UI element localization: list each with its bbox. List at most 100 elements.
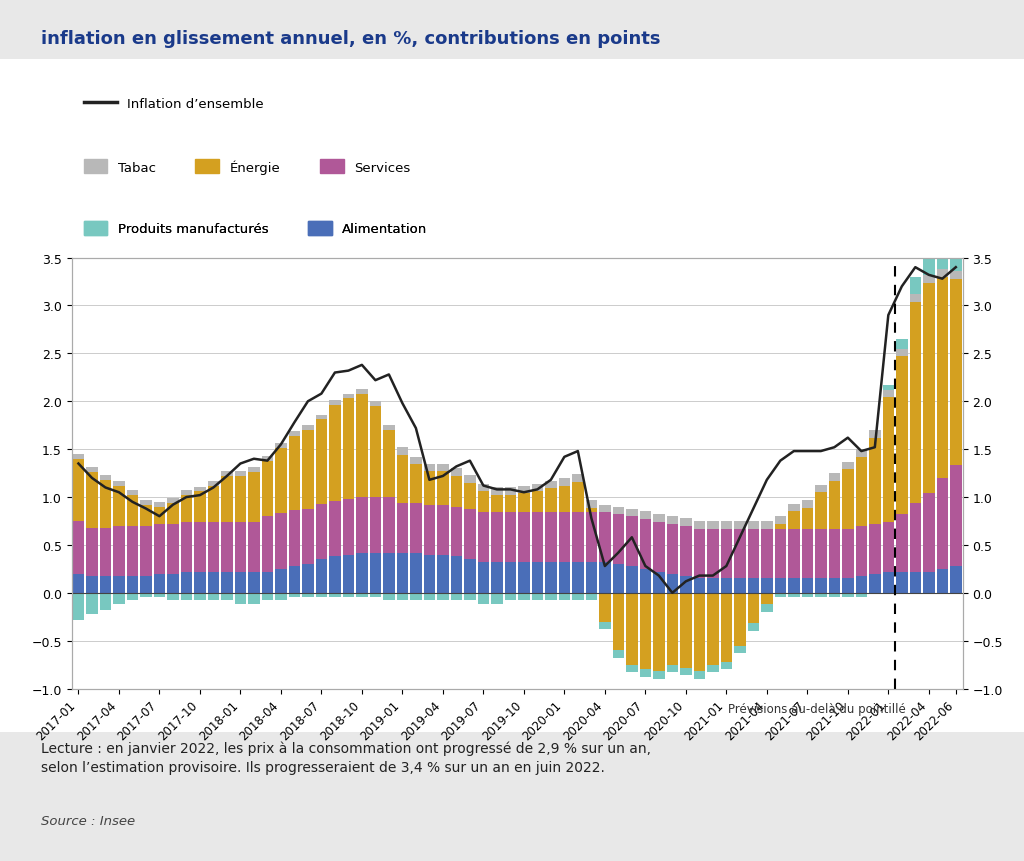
Bar — [99, 475, 112, 480]
Bar — [531, 513, 543, 562]
Bar — [411, 553, 422, 593]
Bar — [774, 529, 786, 579]
Bar — [437, 472, 449, 505]
Bar — [815, 579, 826, 593]
Bar — [396, 503, 409, 553]
Bar — [680, 518, 691, 526]
Bar — [262, 461, 273, 517]
Bar — [343, 399, 354, 499]
Bar — [154, 593, 165, 597]
Bar — [275, 444, 287, 449]
Bar — [586, 508, 597, 513]
Bar — [923, 249, 935, 276]
Bar — [383, 553, 394, 593]
Bar — [626, 567, 638, 593]
Bar — [411, 503, 422, 553]
Bar — [451, 557, 462, 593]
Bar — [693, 522, 706, 529]
Bar — [221, 593, 232, 601]
Bar — [221, 472, 232, 476]
Bar — [208, 593, 219, 601]
Bar — [411, 457, 422, 465]
Bar — [842, 462, 854, 470]
Bar — [612, 507, 624, 515]
Text: Prévisions au-delà du pointillé: Prévisions au-delà du pointillé — [728, 702, 906, 715]
Bar — [559, 593, 570, 601]
Bar — [586, 500, 597, 508]
Bar — [302, 430, 313, 509]
Bar — [815, 492, 826, 529]
Bar — [909, 572, 921, 593]
Bar — [748, 579, 759, 593]
Bar — [315, 505, 327, 560]
Bar — [721, 529, 732, 579]
Bar — [612, 651, 624, 658]
Bar — [99, 576, 112, 593]
Bar — [856, 526, 867, 576]
Bar — [383, 430, 394, 498]
Bar — [612, 565, 624, 593]
Bar — [518, 593, 529, 601]
Bar — [396, 553, 409, 593]
Bar — [234, 476, 246, 523]
Bar — [370, 593, 381, 597]
Bar — [262, 456, 273, 461]
Bar — [815, 593, 826, 597]
Bar — [680, 593, 691, 668]
Bar — [234, 593, 246, 604]
Bar — [802, 593, 813, 597]
Bar — [140, 593, 152, 597]
Bar — [761, 529, 772, 579]
Bar — [140, 505, 152, 526]
Bar — [842, 529, 854, 579]
Bar — [505, 562, 516, 593]
Bar — [329, 593, 341, 597]
Bar — [708, 665, 719, 672]
Bar — [734, 522, 745, 529]
Bar — [815, 529, 826, 579]
Bar — [370, 406, 381, 498]
Bar — [640, 569, 651, 593]
Bar — [545, 513, 557, 562]
Bar — [612, 515, 624, 565]
Bar — [289, 593, 300, 597]
Bar — [114, 481, 125, 486]
Bar — [302, 565, 313, 593]
Bar — [356, 394, 368, 498]
Bar — [86, 576, 97, 593]
Bar — [856, 449, 867, 457]
Bar — [492, 562, 503, 593]
Bar — [248, 473, 260, 523]
Bar — [748, 593, 759, 623]
Bar — [451, 476, 462, 507]
Bar — [572, 474, 584, 482]
Bar — [329, 406, 341, 501]
Bar — [329, 557, 341, 593]
Bar — [869, 524, 881, 574]
Bar — [195, 487, 206, 492]
Bar — [693, 579, 706, 593]
Bar — [802, 579, 813, 593]
Bar — [73, 593, 84, 620]
Bar — [343, 554, 354, 593]
Bar — [492, 593, 503, 604]
Bar — [464, 593, 475, 601]
Bar — [774, 593, 786, 597]
Bar — [343, 394, 354, 399]
Bar — [221, 476, 232, 523]
Bar — [653, 672, 665, 679]
Bar — [248, 468, 260, 473]
Bar — [396, 593, 409, 601]
Bar — [937, 479, 948, 569]
Bar — [856, 593, 867, 597]
Bar — [883, 386, 894, 390]
Bar — [180, 496, 193, 523]
Bar — [721, 662, 732, 670]
Bar — [451, 507, 462, 557]
Bar — [180, 491, 193, 496]
Bar — [626, 665, 638, 672]
Bar — [451, 593, 462, 601]
Bar — [680, 576, 691, 593]
Bar — [708, 522, 719, 529]
Bar — [572, 482, 584, 513]
